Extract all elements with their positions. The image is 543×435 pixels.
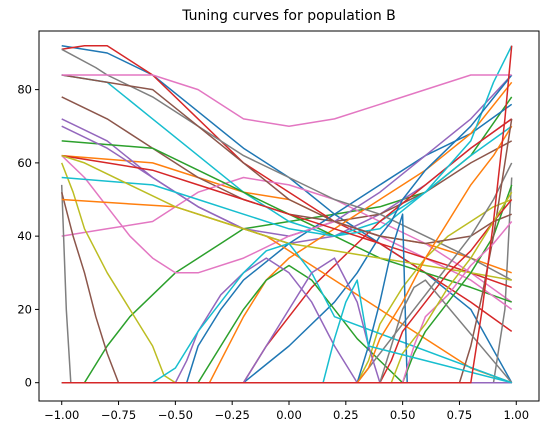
series-line-32 <box>61 125 513 384</box>
series-line-34 <box>61 199 513 384</box>
y-tick-label: 80 <box>17 83 32 97</box>
x-tick-label: −1.00 <box>44 408 79 422</box>
y-tick-label: 60 <box>17 156 32 170</box>
x-tick-label: −0.75 <box>101 408 136 422</box>
y-tick-label: 20 <box>17 302 32 316</box>
series-line-38 <box>61 279 513 384</box>
series-line-28 <box>61 162 513 384</box>
series-line-12 <box>61 81 513 384</box>
x-tick-label: 0.50 <box>390 408 416 422</box>
series-line-30 <box>61 242 512 384</box>
x-tick-label: −0.50 <box>158 408 193 422</box>
series-line-18 <box>61 48 513 281</box>
x-tick-label: 0.75 <box>447 408 473 422</box>
series-line-20 <box>61 45 513 237</box>
x-tick-label: 1.00 <box>503 408 529 422</box>
series-line-33 <box>61 184 513 384</box>
series-line-41 <box>61 45 513 384</box>
series-line-39 <box>61 191 513 384</box>
series-line-26 <box>61 74 512 245</box>
chart-title: Tuning curves for population B <box>181 8 396 24</box>
x-tick-label: −0.25 <box>215 408 250 422</box>
x-tick-label: 0.00 <box>276 408 302 422</box>
series-layer <box>60 44 513 384</box>
y-tick-label: 40 <box>17 229 32 243</box>
series-line-17 <box>61 155 513 311</box>
series-line-4 <box>61 44 513 333</box>
series-line-29 <box>61 154 512 281</box>
series-line-13 <box>61 140 512 303</box>
y-axis: 0 20 40 60 80 <box>17 83 39 390</box>
series-line-27 <box>61 74 512 127</box>
series-line-8 <box>60 177 513 384</box>
series-line-9 <box>61 162 512 384</box>
series-line-25 <box>61 257 512 384</box>
series-line-35 <box>61 257 512 384</box>
x-tick-label: 0.25 <box>333 408 359 422</box>
x-axis: −1.00 −0.75 −0.50 −0.25 0.00 0.25 0.50 0.75 1.00 <box>44 401 529 422</box>
y-tick-label: 0 <box>25 376 32 390</box>
series-line-40 <box>61 279 512 384</box>
series-line-24 <box>61 154 512 289</box>
series-line-31 <box>61 213 512 384</box>
series-line-10 <box>61 74 513 237</box>
